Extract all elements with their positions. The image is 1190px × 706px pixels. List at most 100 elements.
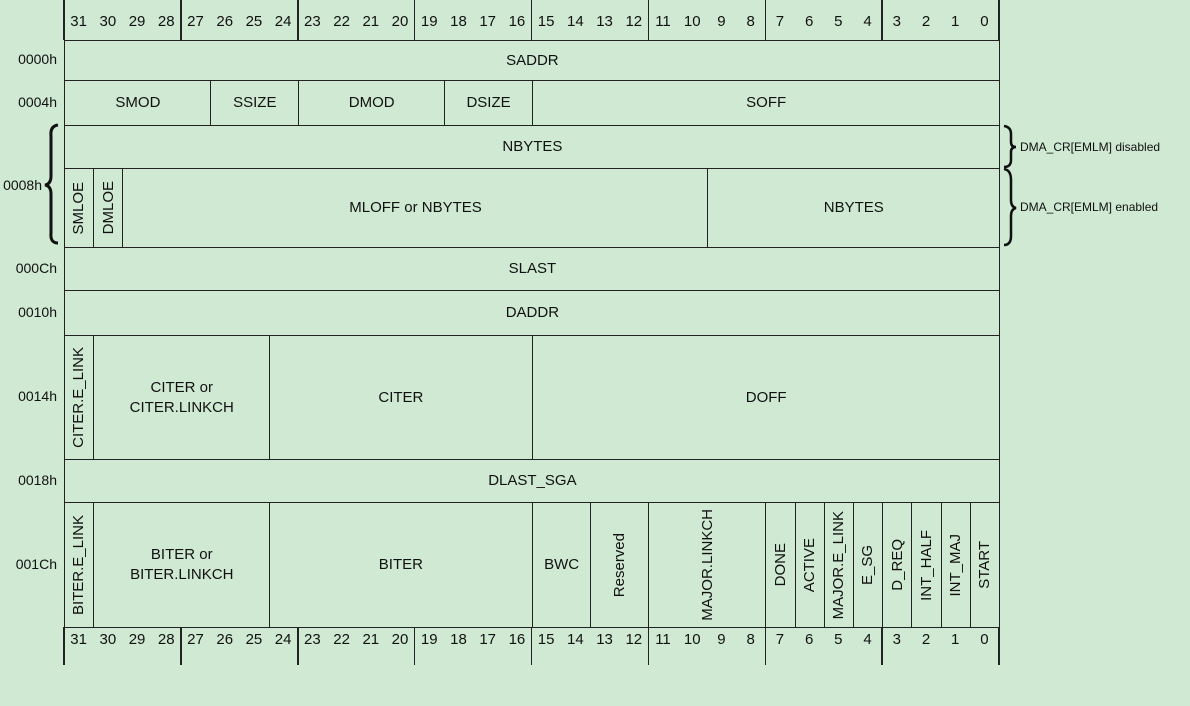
byte-tick-bottom — [63, 627, 65, 665]
field: SMLOE — [64, 168, 94, 247]
field-name: BITER.LINKCH — [130, 566, 234, 583]
bit-number-bottom: 1 — [951, 631, 960, 648]
field: BWC — [531, 502, 591, 627]
byte-tick-bottom — [998, 627, 1000, 665]
field-label: SMLOE — [69, 182, 89, 235]
field-label: DMOD — [349, 93, 395, 113]
field-label: DADDR — [506, 303, 559, 323]
field: MAJOR.E_LINK — [823, 502, 854, 627]
bit-number-bottom: 13 — [596, 631, 613, 648]
bit-number-bottom: 18 — [450, 631, 467, 648]
field-name: BWC — [544, 556, 580, 573]
byte-tick-top — [764, 0, 767, 40]
bit-number-bottom: 0 — [980, 631, 989, 648]
field-label: E_SG — [858, 545, 878, 585]
bit-number-top: 11 — [655, 13, 671, 30]
field-name: DLAST_SGA — [488, 472, 577, 489]
bit-number-top: 20 — [391, 13, 409, 30]
bit-number-top: 3 — [892, 13, 901, 30]
field-label: SLAST — [509, 259, 557, 279]
bit-number-bottom: 24 — [274, 631, 292, 648]
field-label: D_REQ — [888, 539, 908, 591]
bit-number-bottom: 31 — [70, 631, 87, 648]
offset-label: 001Ch — [15, 555, 57, 572]
field-label: MAJOR.E_LINK — [829, 511, 849, 619]
bit-number-top: 6 — [804, 13, 814, 30]
field: DMOD — [297, 80, 445, 125]
field: NBYTES — [706, 168, 1000, 247]
bit-number-bottom: 6 — [804, 631, 814, 648]
bit-number-top: 29 — [128, 13, 146, 30]
field: START — [969, 502, 1000, 627]
bit-number-top: 5 — [834, 13, 843, 30]
bit-number-top: 31 — [70, 13, 87, 30]
field-label: MLOFF or NBYTES — [349, 198, 482, 218]
field-name: SMOD — [115, 94, 161, 111]
field-name: SLAST — [508, 260, 557, 277]
bit-number-top: 28 — [157, 13, 175, 30]
field-label: BWC — [544, 555, 579, 575]
bit-number-bottom: 28 — [157, 631, 175, 648]
offset-label: 0014h — [18, 388, 57, 404]
field-label: CITER or CITER.LINKCH — [130, 378, 234, 418]
field-label: ACTIVE — [800, 538, 820, 592]
bit-number-top: 2 — [921, 13, 931, 30]
field-name: MLOFF or NBYTES — [349, 199, 482, 216]
field: DONE — [765, 502, 796, 627]
field-label: BITER or BITER.LINKCH — [130, 545, 233, 585]
bit-number-top: 17 — [479, 13, 497, 30]
bit-number-bottom: 20 — [391, 631, 409, 648]
bit-number-top: 18 — [450, 13, 467, 30]
field: BITER — [268, 502, 533, 627]
field: MLOFF or NBYTES — [122, 168, 708, 247]
bit-number-bottom: 19 — [420, 631, 438, 648]
bit-number-bottom: 4 — [863, 631, 872, 648]
field-name: DMOD — [348, 94, 395, 111]
field-name: DMLOE — [99, 181, 117, 235]
field: E_SG — [852, 502, 883, 627]
left-brace — [44, 123, 59, 245]
byte-tick-top — [530, 0, 533, 40]
byte-tick-bottom — [647, 627, 650, 665]
bit-number-top: 19 — [420, 13, 438, 30]
field: CITER.E_LINK — [64, 335, 94, 459]
field-name: CITER.LINKCH — [129, 398, 234, 416]
field: ACTIVE — [794, 502, 825, 627]
bit-number-top: 13 — [596, 13, 613, 30]
field-label: DSIZE — [466, 93, 510, 113]
field: DMLOE — [93, 168, 124, 247]
field: SOFF — [531, 80, 1000, 125]
byte-tick-top — [413, 0, 416, 40]
field-name: INT_MAJ — [947, 533, 965, 597]
field-label: SADDR — [506, 51, 559, 71]
field-label: SSIZE — [233, 93, 276, 113]
annotation: DMA_CR[EMLM] enabled — [1020, 200, 1159, 214]
field: DADDR — [64, 290, 1000, 335]
bit-number-bottom: 25 — [245, 631, 263, 648]
field: SMOD — [64, 80, 211, 125]
bit-number-bottom: 21 — [362, 631, 380, 648]
field: CITER or CITER.LINKCH — [93, 335, 270, 459]
field: D_REQ — [882, 502, 913, 627]
byte-tick-top — [63, 0, 65, 40]
field-name: DOFF — [745, 388, 787, 406]
byte-tick-bottom — [881, 627, 883, 665]
bit-number-bottom: 23 — [304, 631, 321, 648]
field-name: BITER or — [150, 546, 213, 563]
field-label: DLAST_SGA — [488, 471, 576, 491]
bit-number-bottom: 15 — [537, 631, 555, 648]
byte-tick-bottom — [297, 627, 299, 665]
field: SSIZE — [210, 80, 299, 125]
field-name: CITER.E_LINK — [70, 347, 88, 448]
field-label: DMLOE — [99, 181, 119, 234]
bit-number-bottom: 5 — [834, 631, 843, 648]
bit-number-top: 1 — [951, 13, 960, 30]
field-label: Reserved — [610, 533, 630, 597]
bit-number-top: 8 — [746, 13, 755, 30]
field: DSIZE — [443, 80, 533, 125]
field-name: SOFF — [746, 94, 787, 111]
byte-tick-top — [647, 0, 650, 40]
field: SADDR — [64, 40, 1000, 80]
bit-number-bottom: 26 — [216, 631, 234, 648]
bit-number-bottom: 10 — [683, 631, 701, 648]
